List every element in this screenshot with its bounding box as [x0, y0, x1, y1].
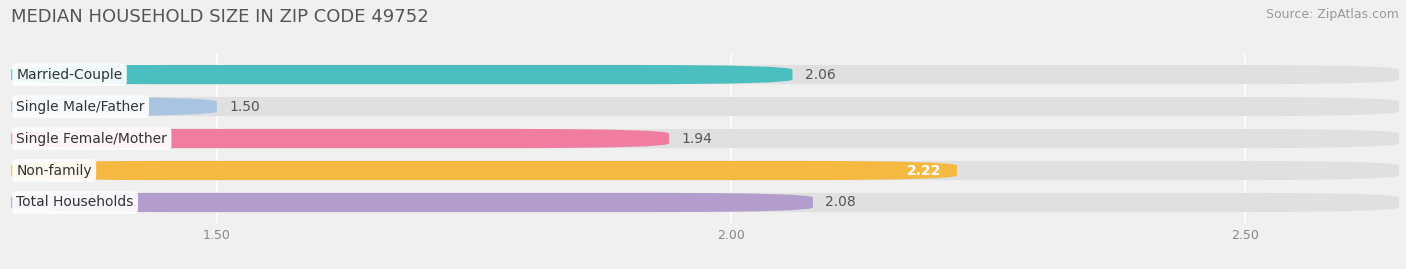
FancyBboxPatch shape	[11, 193, 813, 212]
FancyBboxPatch shape	[11, 129, 669, 148]
Text: 1.94: 1.94	[682, 132, 713, 146]
FancyBboxPatch shape	[11, 161, 957, 180]
FancyBboxPatch shape	[11, 65, 793, 84]
Text: Source: ZipAtlas.com: Source: ZipAtlas.com	[1265, 8, 1399, 21]
FancyBboxPatch shape	[11, 193, 1399, 212]
Text: 2.06: 2.06	[804, 68, 835, 82]
FancyBboxPatch shape	[11, 161, 1399, 180]
Text: Single Female/Mother: Single Female/Mother	[17, 132, 167, 146]
FancyBboxPatch shape	[11, 97, 217, 116]
Text: 2.08: 2.08	[825, 196, 856, 210]
Text: Single Male/Father: Single Male/Father	[17, 100, 145, 114]
Text: Total Households: Total Households	[17, 196, 134, 210]
FancyBboxPatch shape	[11, 97, 1399, 116]
Text: Married-Couple: Married-Couple	[17, 68, 122, 82]
Text: 2.22: 2.22	[907, 164, 942, 178]
FancyBboxPatch shape	[11, 65, 1399, 84]
Text: Non-family: Non-family	[17, 164, 91, 178]
Text: MEDIAN HOUSEHOLD SIZE IN ZIP CODE 49752: MEDIAN HOUSEHOLD SIZE IN ZIP CODE 49752	[11, 8, 429, 26]
FancyBboxPatch shape	[11, 129, 1399, 148]
Text: 1.50: 1.50	[229, 100, 260, 114]
